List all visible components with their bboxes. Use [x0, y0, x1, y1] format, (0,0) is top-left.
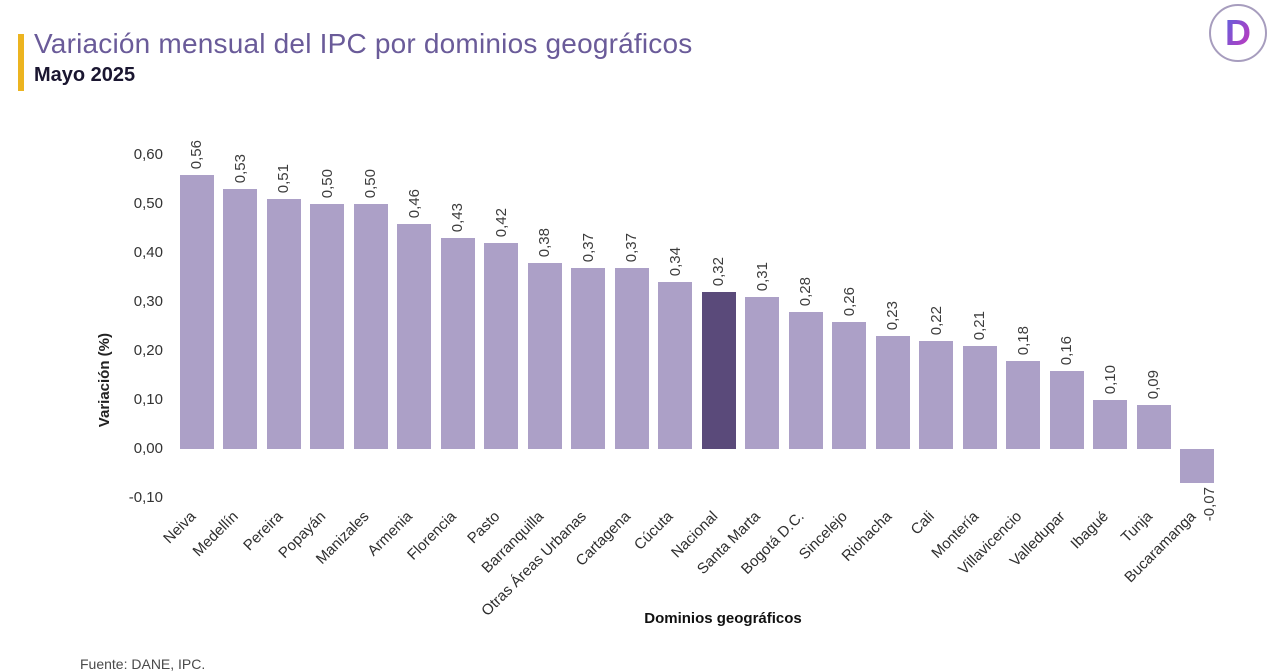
y-tick-label: 0,30: [133, 293, 163, 310]
bar-armenia: [397, 223, 431, 449]
y-tick-label: 0,40: [133, 244, 163, 261]
bar-value-label: 0,46: [405, 188, 423, 218]
dane-logo: D: [1209, 4, 1267, 62]
bar-cucuta: [658, 282, 692, 449]
bar-tunja: [1136, 404, 1171, 449]
x-tick-label: Ibagué: [1067, 507, 1112, 553]
y-tick-label: 0,10: [133, 391, 163, 408]
x-tick-label: Neiva: [159, 507, 199, 548]
bar-value-label: 0,42: [492, 208, 510, 238]
x-tick-label: Tunja: [1117, 507, 1156, 547]
bar-cali: [919, 341, 953, 449]
y-tick-label: 0,20: [133, 342, 163, 359]
bar-value-label: 0,38: [536, 227, 553, 257]
bar-medellin: [223, 189, 257, 449]
bar-pasto: [484, 243, 518, 449]
page-title: Variación mensual del IPC por dominios g…: [34, 28, 693, 59]
x-axis-title: Dominios geográficos: [644, 610, 802, 627]
bar-value-label: 0,51: [275, 164, 292, 194]
bar-value-label: 0,10: [1101, 365, 1119, 395]
x-tick-label: Pasto: [464, 507, 504, 548]
bar-value-label: 0,22: [927, 306, 945, 336]
bar-neiva: [179, 174, 214, 449]
source-note: Fuente: DANE, IPC.: [80, 656, 206, 672]
y-tick-label: 0,50: [133, 195, 163, 212]
bar-popayan: [310, 204, 344, 449]
bar-sincelejo: [832, 321, 866, 449]
bar-valledupar: [1049, 370, 1084, 449]
bar-value-label: 0,50: [362, 169, 379, 199]
bar-riohacha: [875, 336, 910, 449]
bar-pereira: [266, 199, 301, 449]
bar-value-label: 0,56: [188, 139, 205, 169]
title-accent-bar: [18, 34, 24, 91]
bar-value-label: 0,37: [623, 232, 640, 262]
bar-barranquilla: [527, 262, 562, 449]
bar-otras-areas-urbanas: [571, 267, 605, 449]
bar-value-label: 0,16: [1058, 335, 1075, 365]
bar-value-label: 0,23: [884, 301, 901, 331]
bar-bucaramanga: [1180, 449, 1214, 484]
bar-value-label: 0,28: [797, 276, 814, 306]
bar-value-label: 0,50: [318, 169, 336, 199]
y-tick-label: -0,10: [128, 489, 163, 506]
bar-value-label: 0,09: [1145, 369, 1162, 400]
bar-value-label: 0,43: [449, 203, 466, 233]
y-tick-label: 0,60: [133, 146, 163, 163]
bar-value-label: 0,21: [971, 311, 988, 341]
bar-value-label: 0,18: [1014, 325, 1032, 355]
bar-manizales: [353, 204, 388, 449]
bar-value-label: 0,37: [579, 232, 597, 262]
y-axis-title: Variación (%): [96, 333, 113, 428]
bar-value-label: 0,53: [231, 154, 249, 184]
bar-santa-marta: [745, 297, 779, 449]
y-tick-label: 0,00: [133, 440, 163, 457]
bar-value-label: 0,26: [840, 286, 858, 316]
bar-villavicencio: [1006, 360, 1040, 449]
x-tick-label: Cali: [907, 507, 938, 539]
bar-nacional: [701, 292, 736, 449]
bar-bogota-d-c: [788, 311, 823, 449]
bar-value-label: -0,07: [1200, 487, 1218, 522]
bar-value-label: 0,31: [753, 262, 771, 292]
bar-monteria: [962, 346, 997, 449]
bar-ibague: [1093, 400, 1127, 449]
bar-value-label: 0,32: [710, 257, 727, 287]
page-subtitle: Mayo 2025: [34, 64, 136, 86]
bar-cartagena: [614, 267, 649, 449]
bar-florencia: [440, 238, 475, 449]
x-tick-label: Medellín: [189, 507, 242, 561]
bar-value-label: 0,34: [666, 247, 684, 277]
dane-logo-letter: D: [1225, 12, 1251, 53]
